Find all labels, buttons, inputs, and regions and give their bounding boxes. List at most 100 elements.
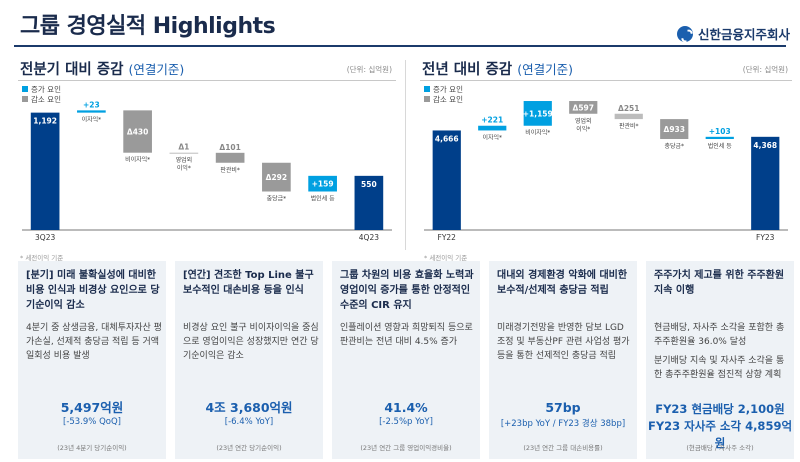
yoy-chart-panel: 전년 대비 증감 (연결기준) (단위: 십억원) 증가 요인 감소 요인 4,… [420, 52, 792, 248]
qoq-chart-footnote: * 세전이익 기준 [20, 254, 64, 262]
card-caption: (23년 연간 당기순이익) [216, 444, 282, 452]
x-tick-label: 4Q23 [359, 233, 379, 242]
qoq-chart-title: 전분기 대비 증감 (연결기준) [20, 58, 184, 79]
x-tick-label: 3Q23 [35, 233, 55, 242]
bar-7 [751, 136, 780, 230]
card-body-text: 인플레이션 영향과 희망퇴직 등으로 판관비는 전년 대비 4.5% 증가 [340, 323, 473, 347]
bar-value-label: +1,159 [523, 109, 553, 118]
legend-item-decrease: 감소 요인 [22, 95, 61, 105]
bar-value-label: 1,192 [33, 117, 57, 126]
company-logo: 신한금융지주회사 [676, 24, 790, 43]
bar-4 [614, 113, 643, 120]
yoy-chart-unit: (단위: 십억원) [742, 65, 788, 74]
card-body: 비경상 요인 불구 비이자이익을 중심으로 영업이익은 성장했지만 연간 당기순… [183, 321, 319, 368]
bar-0 [30, 112, 60, 230]
bar-2 [123, 110, 152, 153]
qoq-chart-unit: (단위: 십억원) [346, 65, 392, 74]
category-label: 충당금* [664, 142, 684, 150]
bar-value-label: Δ933 [664, 125, 685, 134]
bar-0 [432, 130, 461, 230]
card-heading: [분기] 미래 불확실성에 대비한 비용 인식과 비경상 요인으로 당기순이익 … [26, 270, 160, 311]
category-label: 법인세 등 [708, 142, 732, 150]
card-key-figure: FY23 현금배당 2,100원 FY23 자사주 소각 4,859억원 [647, 402, 793, 450]
legend-swatch-decrease [22, 96, 28, 102]
category-label: 이자익* [82, 116, 102, 124]
page-header: 그룹 경영실적 Highlights 신한금융지주회사 [0, 0, 800, 47]
card-body-text: 분기배당 지속 및 자사주 소각을 통한 총주주환원율 점진적 상향 계획 [654, 356, 785, 380]
bar-5 [660, 119, 689, 140]
card-body: 4분기 중 상생금융, 대체투자자산 평가손실, 선제적 충당금 적립 등 거액… [26, 321, 162, 368]
legend-swatch-increase [424, 86, 430, 92]
bar-value-label: +103 [709, 127, 731, 136]
card-cir: 그룹 차원의 비용 효율화 노력과 영업이익 증가를 통한 안정적인 수준의 C… [332, 261, 480, 459]
bar-value-label: Δ251 [618, 104, 639, 113]
card-body: 현금배당, 자사주 소각을 포함한 총주주환원율 36.0% 달성 분기배당 지… [654, 321, 790, 387]
card-annual-net-income: [연간] 견조한 Top Line 불구 보수적인 대손비용 등을 인식 비경상… [175, 261, 323, 459]
legend-item-decrease: 감소 요인 [424, 95, 463, 105]
card-heading: 대내외 경제환경 악화에 대비한 보수적/선제적 충당금 적립 [497, 270, 628, 296]
card-body: 미래경기전망을 반영한 담보 LGD 조정 및 부동산PF 관련 사업성 평가 … [497, 321, 633, 368]
qoq-chart-subtitle: (연결기준) [128, 62, 185, 77]
x-tick-label: FY22 [438, 233, 457, 242]
bar-6 [705, 136, 734, 140]
x-tick-label: FY23 [756, 233, 775, 242]
card-key-figure: 41.4% [384, 400, 428, 415]
bar-value-label: +159 [312, 180, 334, 189]
card-key-figure: 4조 3,680억원 [205, 400, 293, 415]
bar-value-label: +221 [481, 116, 503, 125]
bar-3 [169, 152, 199, 154]
header-divider [14, 45, 786, 47]
legend-label-increase: 증가 요인 [31, 85, 61, 94]
bar-value-label: 4,368 [753, 141, 777, 150]
card-key-change: [+23bp YoY / FY23 경상 38bp] [500, 419, 626, 429]
card-heading: 그룹 차원의 비용 효율화 노력과 영업이익 증가를 통한 안정적인 수준의 C… [340, 270, 474, 311]
card-key-change: [-2.5%p YoY] [379, 417, 433, 427]
legend-item-increase: 증가 요인 [22, 85, 61, 95]
bar-3 [569, 101, 598, 114]
category-label: 판관비* [619, 122, 639, 130]
bar-5 [262, 162, 291, 192]
category-label: 영업외 [575, 117, 592, 125]
bar-1 [478, 125, 507, 131]
yoy-chart-title: 전년 대비 증감 (연결기준) [422, 58, 573, 79]
card-body-text: 4분기 중 상생금융, 대체투자자산 평가손실, 선제적 충당금 적립 등 거액… [26, 323, 162, 361]
card-heading: 주주가치 제고를 위한 주주환원 지속 이행 [654, 270, 785, 296]
card-body: 인플레이션 영향과 희망퇴직 등으로 판관비는 전년 대비 4.5% 증가 [340, 321, 476, 354]
bar-value-label: +23 [83, 100, 100, 109]
yoy-chart-legend: 증가 요인 감소 요인 [424, 85, 463, 105]
bar-value-label: Δ1 [178, 143, 189, 152]
yoy-chart-subtitle: (연결기준) [517, 62, 573, 77]
bar-1 [77, 110, 106, 113]
card-body-text: 미래경기전망을 반영한 담보 LGD 조정 및 부동산PF 관련 사업성 평가 … [497, 323, 630, 361]
bar-7 [354, 175, 384, 230]
category-label: 이익* [177, 164, 191, 172]
bar-value-label: 550 [361, 180, 377, 189]
legend-swatch-decrease [424, 96, 430, 102]
bar-2 [523, 101, 552, 126]
card-key-figure: 5,497억원 [60, 400, 124, 415]
card-heading: [연간] 견조한 Top Line 불구 보수적인 대손비용 등을 인식 [183, 270, 314, 296]
qoq-chart-title-rule [18, 80, 396, 81]
legend-label-decrease: 감소 요인 [433, 95, 463, 104]
card-caption: (23년 연간 그룹 영업이익경비율) [360, 444, 452, 452]
category-label: 충당금* [267, 195, 287, 203]
legend-swatch-increase [22, 86, 28, 92]
shinhan-logo-icon [676, 25, 693, 42]
bar-value-label: Δ430 [127, 128, 148, 137]
category-label: 영업외 [176, 156, 193, 164]
card-quarterly-net-income: [분기] 미래 불확실성에 대비한 비용 인식과 비경상 요인으로 당기순이익 … [18, 261, 166, 459]
legend-label-increase: 증가 요인 [433, 85, 463, 94]
card-caption: (23년 연간 그룹 대손비용률) [523, 444, 603, 452]
bar-6 [308, 175, 337, 192]
bar-value-label: 4,666 [435, 134, 459, 143]
card-key-change: [-6.4% YoY] [224, 417, 274, 427]
panel-separator [405, 60, 406, 250]
yoy-chart-title-text: 전년 대비 증감 [422, 62, 513, 78]
card-key-figure: 57bp [545, 400, 581, 415]
card-key-change: [-53.9% QoQ] [63, 417, 121, 427]
card-caption: (현금배당 / 자사주 소각) [686, 444, 754, 452]
card-body-text: 비경상 요인 불구 비이자이익을 중심으로 영업이익은 성장했지만 연간 당기순… [183, 323, 319, 361]
page-title: 그룹 경영실적 Highlights [20, 14, 276, 39]
